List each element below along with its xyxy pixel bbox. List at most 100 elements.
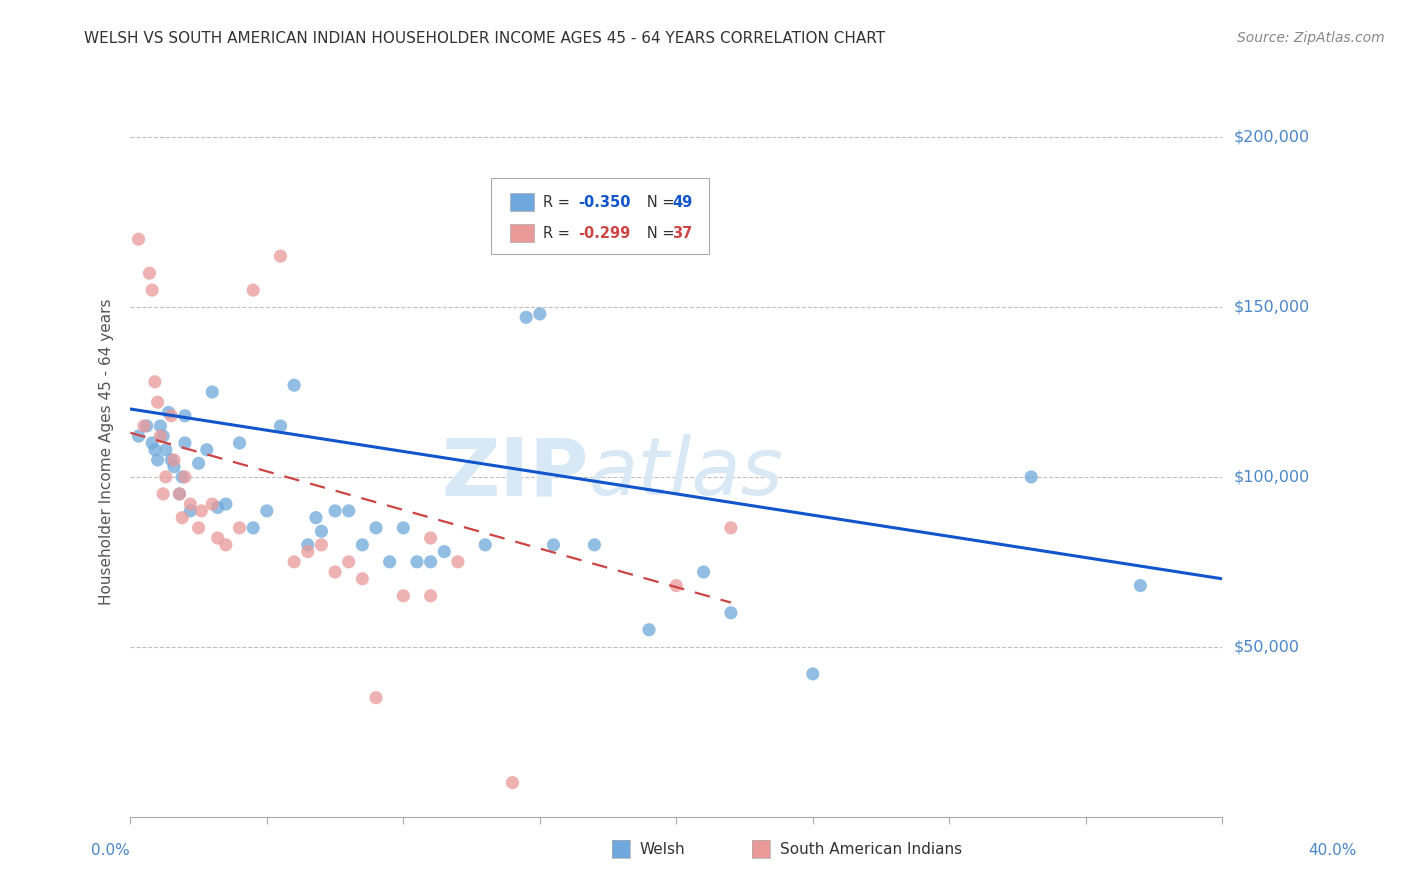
Text: ZIP: ZIP [441,434,589,512]
Point [163,459,186,474]
Text: N =: N = [633,226,679,241]
Text: R =: R = [543,226,575,241]
Point [337,504,360,518]
Point [529,307,551,321]
Point [447,555,470,569]
Point [433,544,456,558]
Text: -0.350: -0.350 [578,194,630,210]
Point [174,436,197,450]
Point [720,606,742,620]
Point [720,521,742,535]
Point [692,565,714,579]
Point [323,565,346,579]
Point [337,555,360,569]
Point [269,419,291,434]
Text: South American Indians: South American Indians [780,842,963,856]
Point [169,487,191,501]
Text: $100,000: $100,000 [1233,469,1309,484]
Point [305,510,328,524]
Point [190,504,212,518]
Point [311,538,333,552]
Text: N =: N = [633,194,679,210]
Point [242,283,264,297]
Point [163,453,186,467]
Point [135,419,157,434]
Text: 0.0%: 0.0% [91,843,131,858]
Point [174,470,197,484]
Point [256,504,278,518]
Point [323,504,346,518]
Point [187,521,209,535]
Point [311,524,333,539]
Point [215,538,238,552]
Text: WELSH VS SOUTH AMERICAN INDIAN HOUSEHOLDER INCOME AGES 45 - 64 YEARS CORRELATION: WELSH VS SOUTH AMERICAN INDIAN HOUSEHOLD… [84,31,886,46]
Point [392,589,415,603]
Text: 37: 37 [672,226,692,241]
Point [149,419,172,434]
Bar [510,193,534,211]
Point [141,283,163,297]
Point [543,538,565,552]
Point [297,544,319,558]
Point [1129,578,1152,592]
Point [207,500,229,515]
Point [143,375,166,389]
Point [352,572,374,586]
Point [419,555,441,569]
Point [228,521,250,535]
Point [283,555,305,569]
Point [138,266,160,280]
Point [132,419,155,434]
Point [515,310,537,325]
Text: 40.0%: 40.0% [1309,843,1357,858]
Text: R =: R = [543,194,575,210]
Y-axis label: Householder Income Ages 45 - 64 years: Householder Income Ages 45 - 64 years [100,298,114,605]
Point [172,470,194,484]
Point [160,409,183,423]
Point [352,538,374,552]
Point [155,442,177,457]
Point [419,531,441,545]
Point [146,395,169,409]
Bar [510,224,534,242]
Point [406,555,429,569]
Point [207,531,229,545]
Point [128,232,150,246]
Point [364,690,387,705]
Point [1019,470,1042,484]
Point [174,409,197,423]
Text: $150,000: $150,000 [1233,300,1309,315]
Point [583,538,606,552]
Point [201,497,224,511]
Point [392,521,415,535]
Point [187,456,209,470]
Point [152,429,174,443]
Point [149,429,172,443]
Point [195,442,218,457]
Point [378,555,401,569]
Point [172,510,194,524]
Point [201,384,224,399]
Point [638,623,661,637]
Point [179,504,201,518]
Text: $50,000: $50,000 [1233,640,1299,654]
Point [297,538,319,552]
Text: -0.299: -0.299 [578,226,630,241]
Text: Source: ZipAtlas.com: Source: ZipAtlas.com [1237,31,1385,45]
Point [128,429,150,443]
Point [215,497,238,511]
Point [228,436,250,450]
Point [419,589,441,603]
Point [502,775,524,789]
Point [283,378,305,392]
Point [155,470,177,484]
Point [269,249,291,263]
Point [801,666,824,681]
Text: $200,000: $200,000 [1233,130,1309,145]
Point [242,521,264,535]
Point [160,453,183,467]
Point [143,442,166,457]
Point [146,453,169,467]
Point [364,521,387,535]
Text: atlas: atlas [589,434,783,512]
